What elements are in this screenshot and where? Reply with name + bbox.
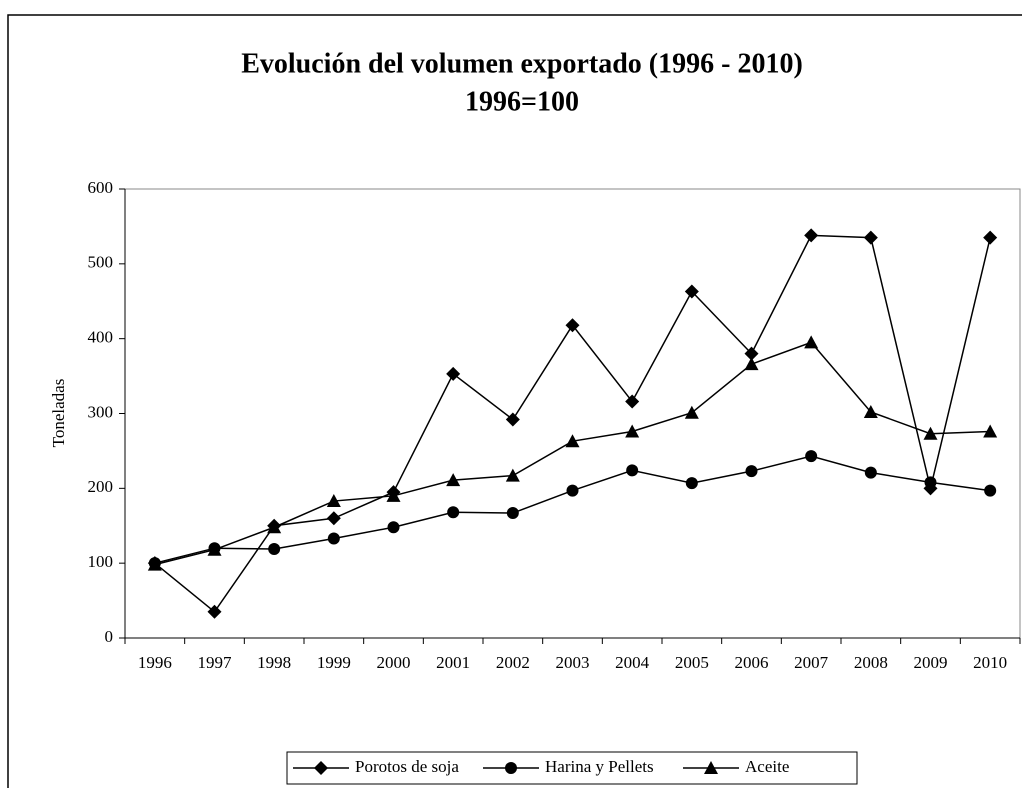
legend-marker: [704, 761, 718, 774]
plot-area: [124, 188, 1021, 639]
y-tick-label: 300: [88, 402, 114, 421]
data-point: [804, 228, 819, 243]
x-tick-label: 2002: [496, 653, 530, 672]
legend-label: Harina y Pellets: [545, 757, 654, 776]
data-point: [984, 484, 997, 497]
data-point: [924, 476, 937, 489]
x-tick-label: 2006: [735, 653, 769, 672]
chart-title: Evolución del volumen exportado (1996 - …: [241, 48, 803, 79]
legend-label: Aceite: [745, 757, 789, 776]
data-point: [267, 520, 282, 534]
data-point: [923, 426, 938, 440]
data-point: [447, 506, 460, 519]
data-point: [207, 542, 222, 556]
y-tick-label: 400: [88, 328, 114, 347]
x-tick-label: 1997: [198, 653, 233, 672]
y-tick-label: 100: [88, 552, 114, 571]
data-point: [268, 542, 281, 555]
x-tick-label: 2000: [377, 653, 411, 672]
data-point: [326, 511, 341, 526]
data-point: [804, 335, 819, 349]
x-tick-label: 2004: [615, 653, 650, 672]
data-point: [864, 466, 877, 479]
y-tick-label: 600: [88, 178, 114, 197]
x-tick-label: 2003: [556, 653, 590, 672]
chart-subtitle: 1996=100: [465, 86, 579, 117]
data-point: [386, 488, 401, 502]
data-point: [684, 405, 699, 419]
data-point: [565, 318, 580, 333]
data-point: [505, 468, 520, 482]
data-point: [744, 357, 759, 371]
y-tick-label: 500: [88, 253, 114, 272]
x-tick-label: 1999: [317, 653, 351, 672]
x-tick-label: 2001: [436, 653, 470, 672]
data-point: [506, 507, 519, 520]
data-point: [863, 230, 878, 245]
data-point: [685, 477, 698, 490]
data-point: [446, 473, 461, 487]
data-point: [983, 230, 998, 245]
x-tick-label: 2009: [914, 653, 948, 672]
data-point: [387, 521, 400, 534]
data-point: [745, 465, 758, 478]
data-point: [147, 557, 162, 571]
y-tick-label: 0: [105, 627, 114, 646]
data-point: [744, 346, 759, 361]
data-point: [327, 532, 340, 545]
x-tick-label: 2007: [794, 653, 829, 672]
data-point: [684, 284, 699, 299]
data-point: [863, 405, 878, 419]
data-point: [446, 366, 461, 381]
data-point: [566, 484, 579, 497]
legend-marker: [314, 761, 328, 775]
legend-box: [286, 751, 858, 785]
x-tick-label: 2008: [854, 653, 888, 672]
data-point: [207, 604, 222, 619]
data-point: [565, 434, 580, 448]
chart-border: [7, 14, 1022, 788]
data-point: [625, 424, 640, 438]
x-tick-label: 1996: [138, 653, 172, 672]
series-line: [154, 234, 991, 613]
x-tick-label: 1998: [257, 653, 291, 672]
data-point: [326, 494, 341, 508]
data-point: [625, 394, 640, 409]
y-tick-label: 200: [88, 477, 114, 496]
y-axis-label: Toneladas: [49, 379, 68, 448]
data-point: [505, 412, 520, 427]
legend-label: Porotos de soja: [355, 757, 459, 776]
x-tick-label: 2005: [675, 653, 709, 672]
data-point: [805, 450, 818, 463]
legend-marker: [505, 762, 517, 774]
data-point: [983, 424, 998, 438]
data-point: [626, 464, 639, 477]
series-line: [154, 341, 991, 566]
x-tick-label: 2010: [973, 653, 1007, 672]
